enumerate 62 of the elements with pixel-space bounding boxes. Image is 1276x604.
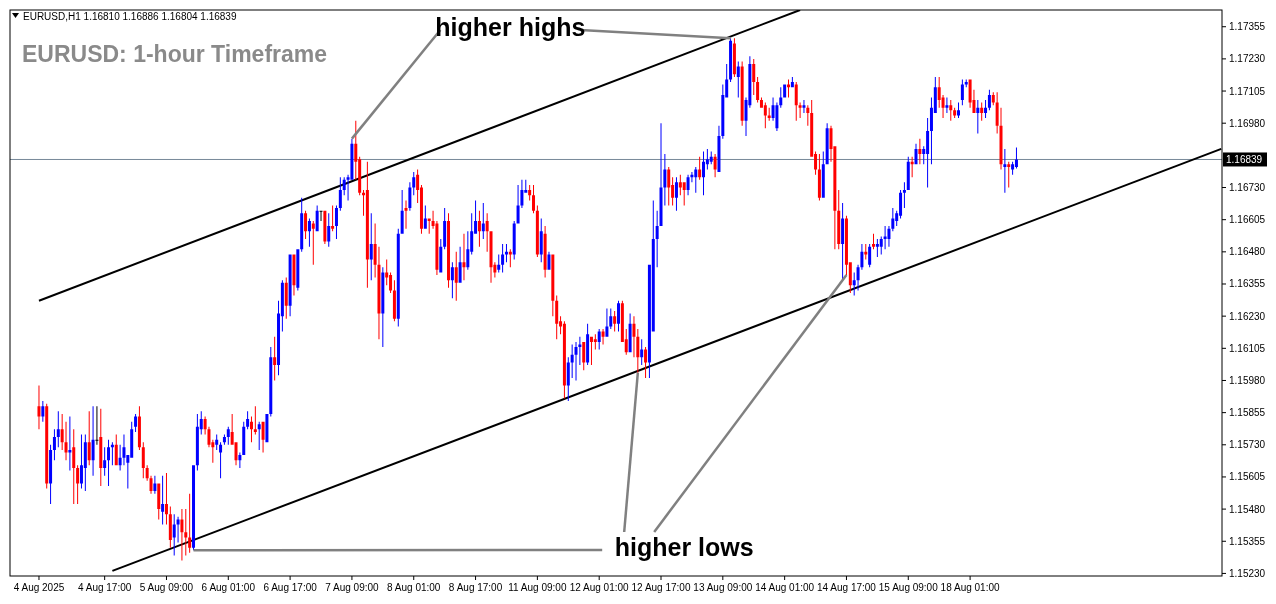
ref-line-label: 1.16839 — [1226, 153, 1263, 165]
candlestick — [798, 102, 802, 119]
x-tick-label: 12 Aug 17:00 — [631, 582, 691, 593]
x-tick-label: 6 Aug 01:00 — [201, 582, 256, 593]
x-tick-label: 8 Aug 17:00 — [448, 582, 503, 593]
y-tick-label: 1.15230 — [1229, 567, 1266, 579]
x-tick-label: 4 Aug 2025 — [13, 582, 65, 593]
text: EURUSD: 1-hour Timeframe — [22, 41, 328, 67]
y-tick-label: 1.17105 — [1229, 85, 1266, 97]
y-tick-label: 1.15355 — [1229, 535, 1266, 547]
candlestick — [875, 238, 879, 257]
x-tick-label: 7 Aug 09:00 — [325, 582, 380, 593]
x-tick-label: 14 Aug 17:00 — [816, 582, 877, 593]
annotation: higher highs — [435, 13, 586, 41]
candlestick — [872, 233, 876, 250]
x-tick-label: 8 Aug 01:00 — [387, 582, 441, 593]
y-tick-label: 1.16230 — [1229, 310, 1266, 322]
candlestick — [404, 200, 408, 229]
x-tick-label: 5 Aug 09:00 — [139, 582, 194, 593]
y-tick-label: 1.16105 — [1229, 342, 1266, 354]
candlestick — [427, 218, 431, 234]
candlestick — [311, 220, 315, 265]
y-tick-label: 1.16980 — [1229, 117, 1266, 129]
candlestick — [95, 406, 99, 445]
candlestick — [964, 79, 968, 88]
candlestick — [1007, 161, 1011, 188]
candlestick — [176, 516, 180, 543]
candlestick — [767, 107, 771, 121]
annotation: higher lows — [614, 533, 754, 561]
candlestick — [802, 100, 806, 113]
x-tick-label: 13 Aug 09:00 — [693, 582, 753, 593]
x-tick-label: 4 Aug 17:00 — [77, 582, 132, 593]
x-tick-label: 6 Aug 17:00 — [263, 582, 318, 593]
y-tick-label: 1.15855 — [1229, 407, 1266, 419]
candlestick — [883, 226, 887, 250]
y-tick-label: 1.15730 — [1229, 439, 1266, 451]
y-tick-label: 1.16355 — [1229, 278, 1266, 290]
x-tick-label: 15 Aug 09:00 — [878, 582, 939, 593]
y-tick-label: 1.17355 — [1229, 21, 1266, 33]
candlestick — [902, 182, 906, 209]
x-tick-label: 11 Aug 09:00 — [508, 582, 567, 593]
chart-subtitle: EURUSD,H1 1.16810 1.16886 1.16804 1.16839 — [23, 11, 237, 22]
x-tick-label: 12 Aug 01:00 — [569, 582, 630, 593]
candlestick — [945, 97, 949, 113]
y-tick-label: 1.15980 — [1229, 374, 1266, 386]
y-tick-label: 1.16605 — [1229, 214, 1266, 226]
candlestick — [462, 233, 466, 281]
y-tick-label: 1.17230 — [1229, 53, 1266, 65]
x-tick-label: 14 Aug 01:00 — [755, 582, 815, 593]
y-tick-label: 1.16480 — [1229, 246, 1266, 258]
candlestick — [161, 475, 165, 525]
y-tick-label: 1.15480 — [1229, 503, 1266, 515]
y-tick-label: 1.16730 — [1229, 182, 1266, 194]
candlestick — [68, 416, 72, 471]
candlestick — [319, 210, 323, 221]
candlestick — [1003, 148, 1007, 193]
candlestick — [184, 509, 188, 556]
candlestick — [188, 493, 192, 553]
y-tick-label: 1.15605 — [1229, 471, 1266, 483]
candlestick — [331, 205, 335, 232]
candlestick — [253, 406, 257, 435]
x-tick-label: 18 Aug 01:00 — [940, 582, 1000, 593]
